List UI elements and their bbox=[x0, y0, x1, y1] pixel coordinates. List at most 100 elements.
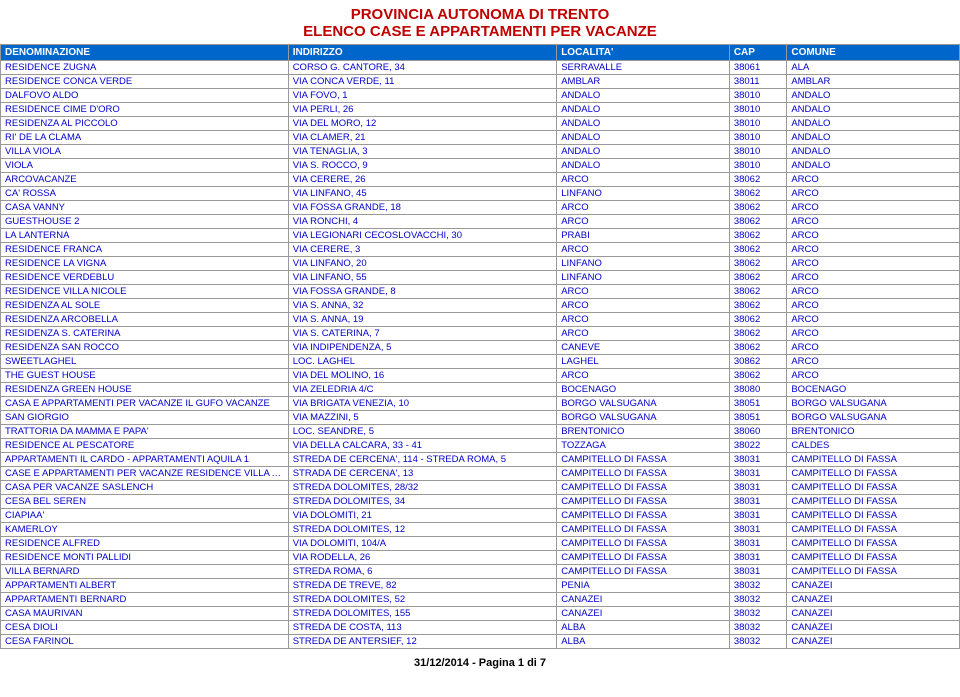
table-cell: ARCO bbox=[787, 313, 960, 327]
table-cell: 38031 bbox=[729, 551, 787, 565]
table-row: CA' ROSSAVIA LINFANO, 45LINFANO38062ARCO bbox=[1, 187, 960, 201]
table-cell: 38032 bbox=[729, 621, 787, 635]
table-cell: 38062 bbox=[729, 327, 787, 341]
table-cell: RESIDENCE AL PESCATORE bbox=[1, 439, 289, 453]
table-row: CASE E APPARTAMENTI PER VACANZE RESIDENC… bbox=[1, 467, 960, 481]
table-cell: STREDA DOLOMITES, 12 bbox=[288, 523, 557, 537]
table-cell: BORGO VALSUGANA bbox=[787, 397, 960, 411]
table-row: GUESTHOUSE 2VIA RONCHI, 4ARCO38062ARCO bbox=[1, 215, 960, 229]
table-cell: LINFANO bbox=[557, 257, 730, 271]
table-cell: 38061 bbox=[729, 61, 787, 75]
table-cell: RESIDENCE FRANCA bbox=[1, 243, 289, 257]
table-cell: LOC. SEANDRE, 5 bbox=[288, 425, 557, 439]
table-cell: CAMPITELLO DI FASSA bbox=[557, 523, 730, 537]
table-cell: VIA S. ANNA, 19 bbox=[288, 313, 557, 327]
table-cell: ARCO bbox=[787, 215, 960, 229]
table-cell: 38031 bbox=[729, 481, 787, 495]
table-cell: VIA PERLI, 26 bbox=[288, 103, 557, 117]
table-cell: ARCO bbox=[787, 271, 960, 285]
table-row: RESIDENZA SAN ROCCOVIA INDIPENDENZA, 5CA… bbox=[1, 341, 960, 355]
table-cell: AMBLAR bbox=[557, 75, 730, 89]
table-cell: VIA FOSSA GRANDE, 8 bbox=[288, 285, 557, 299]
col-header-localita: LOCALITA' bbox=[557, 45, 730, 61]
table-cell: ARCO bbox=[787, 229, 960, 243]
table-cell: LINFANO bbox=[557, 271, 730, 285]
table-cell: RESIDENZA SAN ROCCO bbox=[1, 341, 289, 355]
table-cell: STREDA ROMA, 6 bbox=[288, 565, 557, 579]
table-cell: ANDALO bbox=[557, 145, 730, 159]
table-row: RESIDENCE VERDEBLUVIA LINFANO, 55LINFANO… bbox=[1, 271, 960, 285]
table-cell: 38062 bbox=[729, 173, 787, 187]
table-cell: ARCO bbox=[557, 201, 730, 215]
table-cell: VIA ZELEDRIA 4/C bbox=[288, 383, 557, 397]
table-cell: ARCOVACANZE bbox=[1, 173, 289, 187]
table-row: CESA BEL SERENSTREDA DOLOMITES, 34CAMPIT… bbox=[1, 495, 960, 509]
table-cell: ARCO bbox=[557, 243, 730, 257]
table-cell: CAMPITELLO DI FASSA bbox=[787, 551, 960, 565]
table-cell: APPARTAMENTI BERNARD bbox=[1, 593, 289, 607]
table-cell: VIA FOSSA GRANDE, 18 bbox=[288, 201, 557, 215]
table-cell: CANAZEI bbox=[787, 635, 960, 649]
table-cell: VILLA VIOLA bbox=[1, 145, 289, 159]
table-cell: ANDALO bbox=[557, 89, 730, 103]
col-header-indirizzo: INDIRIZZO bbox=[288, 45, 557, 61]
table-cell: BORGO VALSUGANA bbox=[787, 411, 960, 425]
col-header-cap: CAP bbox=[729, 45, 787, 61]
table-cell: CALDES bbox=[787, 439, 960, 453]
table-cell: VIA CLAMER, 21 bbox=[288, 131, 557, 145]
table-cell: CAMPITELLO DI FASSA bbox=[787, 509, 960, 523]
table-cell: ARCO bbox=[557, 215, 730, 229]
table-cell: RESIDENZA AL SOLE bbox=[1, 299, 289, 313]
table-cell: RESIDENCE MONTI PALLIDI bbox=[1, 551, 289, 565]
table-cell: 38080 bbox=[729, 383, 787, 397]
table-cell: VIA LEGIONARI CECOSLOVACCHI, 30 bbox=[288, 229, 557, 243]
table-cell: VIA DEL MOLINO, 16 bbox=[288, 369, 557, 383]
table-cell: ANDALO bbox=[787, 89, 960, 103]
table-row: RESIDENCE ALFREDVIA DOLOMITI, 104/ACAMPI… bbox=[1, 537, 960, 551]
table-cell: VIA CERERE, 3 bbox=[288, 243, 557, 257]
table-cell: CANAZEI bbox=[787, 621, 960, 635]
table-row: DALFOVO ALDOVIA FOVO, 1ANDALO38010ANDALO bbox=[1, 89, 960, 103]
table-row: RESIDENCE FRANCAVIA CERERE, 3ARCO38062AR… bbox=[1, 243, 960, 257]
table-cell: VIA S. ANNA, 32 bbox=[288, 299, 557, 313]
table-cell: CANAZEI bbox=[787, 593, 960, 607]
table-row: CASA PER VACANZE SASLENCHSTREDA DOLOMITE… bbox=[1, 481, 960, 495]
table-cell: CAMPITELLO DI FASSA bbox=[557, 551, 730, 565]
table-cell: ANDALO bbox=[557, 103, 730, 117]
table-cell: ARCO bbox=[787, 369, 960, 383]
table-cell: BORGO VALSUGANA bbox=[557, 397, 730, 411]
table-cell: CANAZEI bbox=[787, 607, 960, 621]
table-cell: VIA TENAGLIA, 3 bbox=[288, 145, 557, 159]
table-cell: RESIDENCE VERDEBLU bbox=[1, 271, 289, 285]
table-cell: LA LANTERNA bbox=[1, 229, 289, 243]
table-cell: 38060 bbox=[729, 425, 787, 439]
table-row: RI' DE LA CLAMAVIA CLAMER, 21ANDALO38010… bbox=[1, 131, 960, 145]
table-cell: RI' DE LA CLAMA bbox=[1, 131, 289, 145]
table-cell: VIA LINFANO, 20 bbox=[288, 257, 557, 271]
table-cell: 38062 bbox=[729, 215, 787, 229]
table-cell: CAMPITELLO DI FASSA bbox=[557, 565, 730, 579]
table-cell: VIA CERERE, 26 bbox=[288, 173, 557, 187]
table-cell: VILLA BERNARD bbox=[1, 565, 289, 579]
table-row: THE GUEST HOUSEVIA DEL MOLINO, 16ARCO380… bbox=[1, 369, 960, 383]
table-cell: ANDALO bbox=[787, 131, 960, 145]
table-row: RESIDENCE AL PESCATOREVIA DELLA CALCARA,… bbox=[1, 439, 960, 453]
table-cell: CAMPITELLO DI FASSA bbox=[557, 495, 730, 509]
table-cell: CAMPITELLO DI FASSA bbox=[787, 453, 960, 467]
table-cell: CASE E APPARTAMENTI PER VACANZE RESIDENC… bbox=[1, 467, 289, 481]
table-cell: CIAPIAA' bbox=[1, 509, 289, 523]
table-cell: CAMPITELLO DI FASSA bbox=[557, 481, 730, 495]
table-cell: 38051 bbox=[729, 411, 787, 425]
col-header-denominazione: DENOMINAZIONE bbox=[1, 45, 289, 61]
table-row: APPARTAMENTI BERNARDSTREDA DOLOMITES, 52… bbox=[1, 593, 960, 607]
table-cell: CESA FARINOL bbox=[1, 635, 289, 649]
table-cell: ANDALO bbox=[557, 159, 730, 173]
table-cell: TRATTORIA DA MAMMA E PAPA' bbox=[1, 425, 289, 439]
table-cell: VIA RODELLA, 26 bbox=[288, 551, 557, 565]
table-row: RESIDENZA ARCOBELLAVIA S. ANNA, 19ARCO38… bbox=[1, 313, 960, 327]
table-cell: CAMPITELLO DI FASSA bbox=[787, 481, 960, 495]
table-cell: CAMPITELLO DI FASSA bbox=[787, 467, 960, 481]
table-cell: CANAZEI bbox=[787, 579, 960, 593]
table-cell: 38031 bbox=[729, 467, 787, 481]
table-cell: STREDA DOLOMITES, 34 bbox=[288, 495, 557, 509]
